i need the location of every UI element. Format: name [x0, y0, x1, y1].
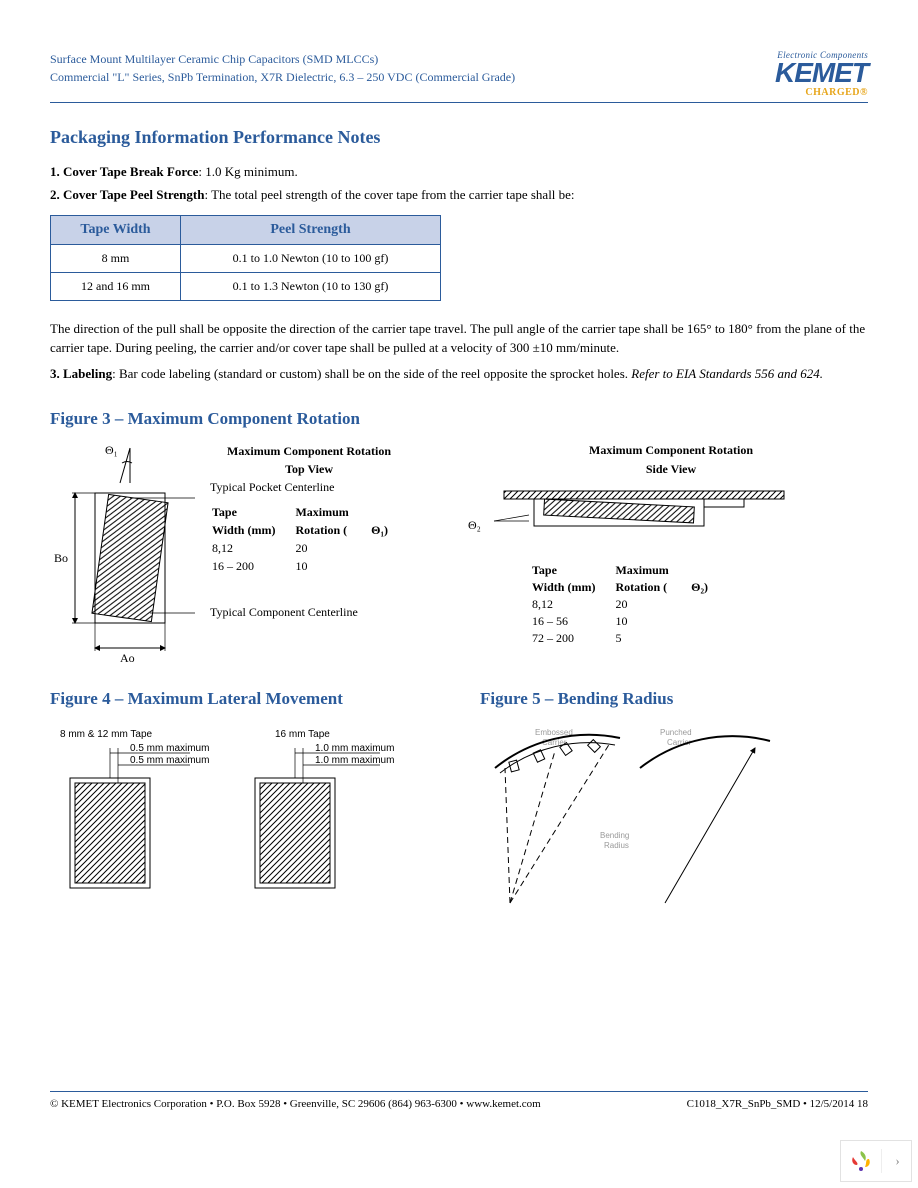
- fig3-top-heading2: Top View: [210, 461, 408, 477]
- fig4-tape1-label: 8 mm & 12 mm Tape: [60, 729, 153, 740]
- logo-tagline-bottom: CHARGED®: [775, 87, 868, 98]
- figure3-side-view: Maximum Component Rotation Side View Θ₂ …: [474, 443, 868, 663]
- bo-label: Bo: [54, 551, 68, 566]
- fig4-tape2-label: 16 mm Tape: [275, 729, 330, 740]
- svg-text:0.5 mm maximum: 0.5 mm maximum: [130, 743, 209, 754]
- callout-component-centerline: Typical Component Centerline: [210, 604, 408, 620]
- ao-label: Ao: [120, 651, 135, 666]
- svg-text:1.0 mm maximum: 1.0 mm maximum: [315, 755, 394, 766]
- theta1-label: Θ₁: [105, 443, 118, 458]
- header-line2: Commercial "L" Series, SnPb Termination,…: [50, 68, 515, 86]
- peel-strength-table: Tape Width Peel Strength 8 mm 0.1 to 1.0…: [50, 215, 441, 301]
- footer-right: C1018_X7R_SnPb_SMD • 12/5/2014 18: [687, 1098, 868, 1110]
- page-footer: © KEMET Electronics Corporation • P.O. B…: [50, 1091, 868, 1110]
- footer-left: © KEMET Electronics Corporation • P.O. B…: [50, 1098, 541, 1110]
- section-title: Packaging Information Performance Notes: [50, 127, 868, 148]
- figure4-title: Figure 4 – Maximum Lateral Movement: [50, 689, 450, 709]
- header-text: Surface Mount Multilayer Ceramic Chip Ca…: [50, 50, 515, 86]
- svg-text:Punched: Punched: [660, 728, 692, 737]
- fig3-top-diagram: [50, 443, 200, 663]
- peel-th-strength: Peel Strength: [181, 215, 441, 244]
- note-2: 2. Cover Tape Peel Strength: The total p…: [50, 185, 868, 205]
- fig3-side-diagram: [474, 481, 814, 551]
- theta2-label: Θ₂: [468, 518, 481, 533]
- fig3-side-table: TapeMaximum Width (mm) Rotation ( Θ₂) 8,…: [530, 561, 728, 648]
- figure3-title: Figure 3 – Maximum Component Rotation: [50, 409, 868, 429]
- svg-text:Bending: Bending: [600, 831, 629, 840]
- figure4: Figure 4 – Maximum Lateral Movement 8 mm…: [50, 663, 450, 927]
- logo-wordmark: KEMET: [775, 60, 868, 87]
- fig5-diagram: Embossed Carrier Punched Carrier Bending…: [480, 723, 880, 923]
- pager-next-button[interactable]: ›: [881, 1149, 905, 1173]
- svg-text:Radius: Radius: [604, 841, 629, 850]
- callout-pocket-centerline: Typical Pocket Centerline: [210, 479, 408, 495]
- kemet-logo: Electronic Components KEMET CHARGED®: [775, 50, 868, 98]
- svg-text:0.5 mm maximum: 0.5 mm maximum: [130, 755, 209, 766]
- note-3: 3. Labeling: Bar code labeling (standard…: [50, 364, 868, 384]
- note-1: 1. Cover Tape Break Force: 1.0 Kg minimu…: [50, 162, 868, 182]
- figure5: Figure 5 – Bending Radius Embossed Carri…: [480, 663, 880, 927]
- fig3-top-table: TapeMaximum Width (mm) Rotation ( Θ₁) 8,…: [210, 502, 408, 577]
- page-header: Surface Mount Multilayer Ceramic Chip Ca…: [50, 50, 868, 103]
- pull-direction-text: The direction of the pull shall be oppos…: [50, 319, 868, 358]
- fig4-diagram: 8 mm & 12 mm Tape 0.5 mm maximum 0.5 mm …: [50, 723, 450, 903]
- svg-text:1.0 mm maximum: 1.0 mm maximum: [315, 743, 394, 754]
- table-row: 12 and 16 mm 0.1 to 1.3 Newton (10 to 13…: [51, 272, 441, 300]
- header-line1: Surface Mount Multilayer Ceramic Chip Ca…: [50, 50, 515, 68]
- peel-th-width: Tape Width: [51, 215, 181, 244]
- figure3-top-view: Θ₁ Bo Ao Maximum Component Rotation Top …: [50, 443, 444, 663]
- table-row: 8 mm 0.1 to 1.0 Newton (10 to 100 gf): [51, 244, 441, 272]
- fig3-top-heading1: Maximum Component Rotation: [210, 443, 408, 459]
- pager-logo-icon: [847, 1147, 875, 1175]
- figure5-title: Figure 5 – Bending Radius: [480, 689, 880, 709]
- pager-widget: ›: [840, 1140, 912, 1182]
